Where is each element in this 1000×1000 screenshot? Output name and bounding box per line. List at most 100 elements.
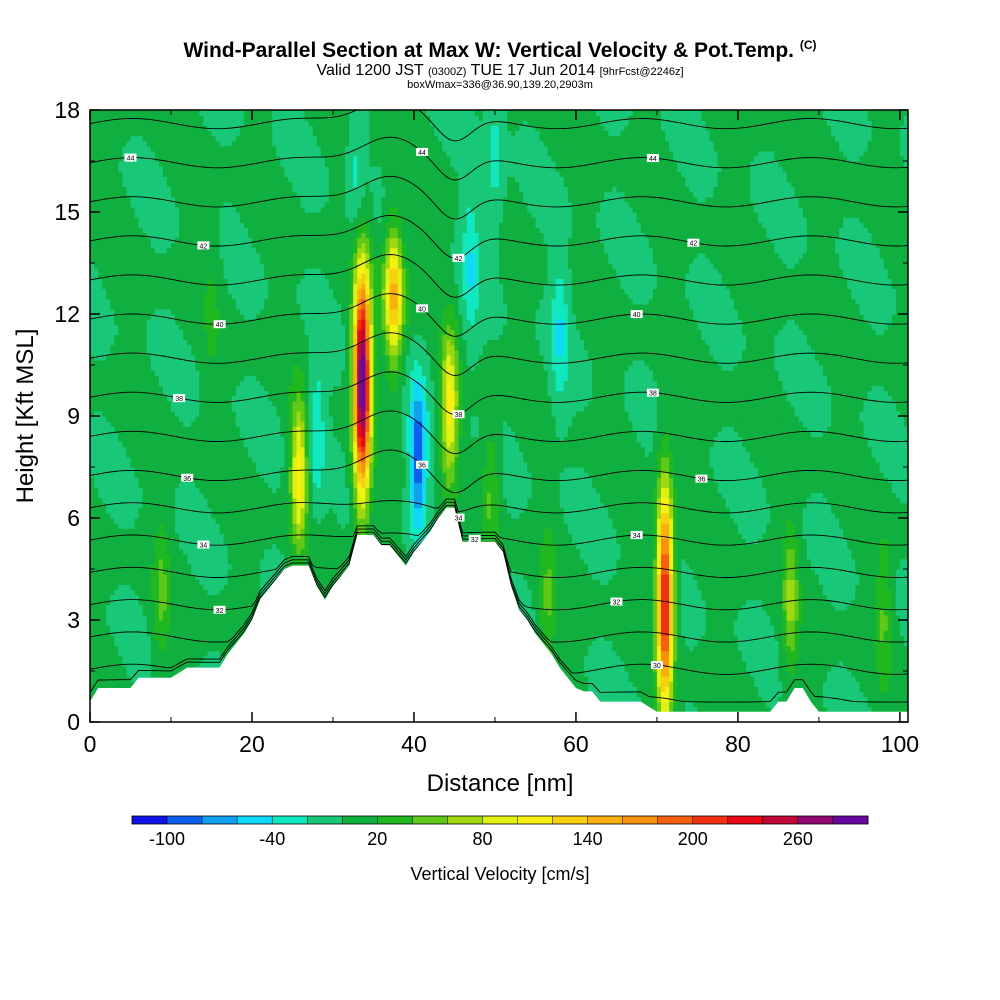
field-cell	[118, 329, 123, 335]
field-cell	[183, 232, 188, 239]
field-cell	[187, 446, 192, 453]
field-cell	[110, 472, 115, 478]
field-cell	[207, 217, 213, 223]
field-cell	[138, 467, 144, 473]
field-cell	[130, 186, 136, 193]
field-cell	[138, 655, 144, 662]
field-cell	[110, 528, 115, 534]
field-cell	[154, 614, 160, 621]
field-cell	[235, 273, 241, 279]
field-cell	[191, 186, 196, 193]
field-cell	[98, 354, 103, 361]
field-cell	[243, 365, 249, 371]
field-cell	[219, 242, 225, 249]
field-cell	[251, 263, 257, 269]
field-cell	[142, 502, 148, 509]
field-cell	[106, 283, 111, 290]
field-cell	[130, 589, 136, 596]
field-cell	[195, 339, 200, 346]
field-cell	[146, 594, 152, 601]
field-cell	[227, 614, 233, 621]
field-cell	[122, 518, 128, 524]
field-cell	[223, 145, 229, 152]
field-cell	[211, 385, 217, 392]
field-cell	[110, 543, 115, 550]
field-cell	[179, 487, 184, 494]
field-cell	[98, 222, 103, 228]
field-cell	[118, 385, 123, 392]
field-cell	[235, 472, 241, 478]
field-cell	[114, 110, 119, 116]
field-cell	[166, 451, 172, 458]
field-cell	[195, 645, 200, 652]
field-cell	[138, 273, 144, 279]
field-cell	[146, 502, 152, 509]
field-cell	[130, 278, 136, 284]
field-cell	[102, 681, 107, 687]
field-cell	[235, 308, 241, 315]
field-cell	[90, 242, 95, 249]
field-cell	[166, 354, 172, 361]
field-cell	[118, 324, 123, 330]
field-cell	[235, 487, 241, 494]
field-cell	[191, 589, 196, 596]
field-cell	[179, 217, 184, 223]
field-cell	[211, 574, 217, 580]
field-cell	[118, 609, 123, 616]
field-cell	[90, 288, 95, 295]
field-cell	[243, 405, 249, 412]
field-cell	[150, 405, 156, 412]
field-cell	[134, 543, 140, 550]
field-cell	[183, 191, 188, 198]
field-cell	[215, 130, 221, 137]
field-cell	[251, 584, 257, 590]
field-cell	[138, 257, 144, 264]
field-cell	[130, 410, 136, 417]
field-cell	[179, 125, 184, 131]
field-cell	[207, 405, 213, 412]
field-cell	[166, 115, 172, 121]
field-cell	[146, 426, 152, 432]
field-cell	[175, 339, 180, 346]
field-cell	[122, 298, 128, 305]
field-cell	[195, 161, 200, 167]
field-cell	[223, 604, 229, 611]
field-cell	[94, 400, 99, 407]
field-cell	[191, 242, 196, 249]
field-cell	[195, 421, 200, 427]
field-cell	[102, 492, 107, 499]
field-cell	[158, 538, 164, 545]
field-cell	[90, 212, 95, 218]
field-cell	[166, 665, 172, 672]
field-cell	[183, 614, 188, 621]
field-cell	[90, 538, 95, 545]
field-cell	[114, 257, 119, 264]
field-cell	[130, 579, 136, 585]
field-cell	[110, 410, 115, 417]
field-cell	[134, 370, 140, 376]
field-cell	[256, 390, 261, 397]
field-cell	[142, 574, 148, 580]
field-cell	[142, 232, 148, 239]
field-cell	[243, 584, 249, 590]
field-cell	[158, 130, 164, 137]
field-cell	[191, 609, 196, 616]
field-cell	[146, 589, 152, 596]
field-cell	[187, 451, 192, 458]
field-cell	[150, 206, 156, 213]
field-cell	[231, 171, 237, 177]
field-cell	[195, 349, 200, 356]
field-cell	[215, 349, 221, 356]
field-cell	[187, 334, 192, 341]
field-cell	[251, 569, 257, 575]
field-cell	[122, 237, 128, 244]
field-cell	[227, 502, 233, 509]
field-cell	[187, 625, 192, 631]
field-cell	[158, 416, 164, 422]
field-cell	[191, 196, 196, 203]
field-cell	[118, 278, 123, 284]
field-cell	[118, 252, 123, 259]
field-cell	[215, 553, 221, 560]
field-cell	[146, 431, 152, 437]
field-cell	[94, 130, 99, 137]
